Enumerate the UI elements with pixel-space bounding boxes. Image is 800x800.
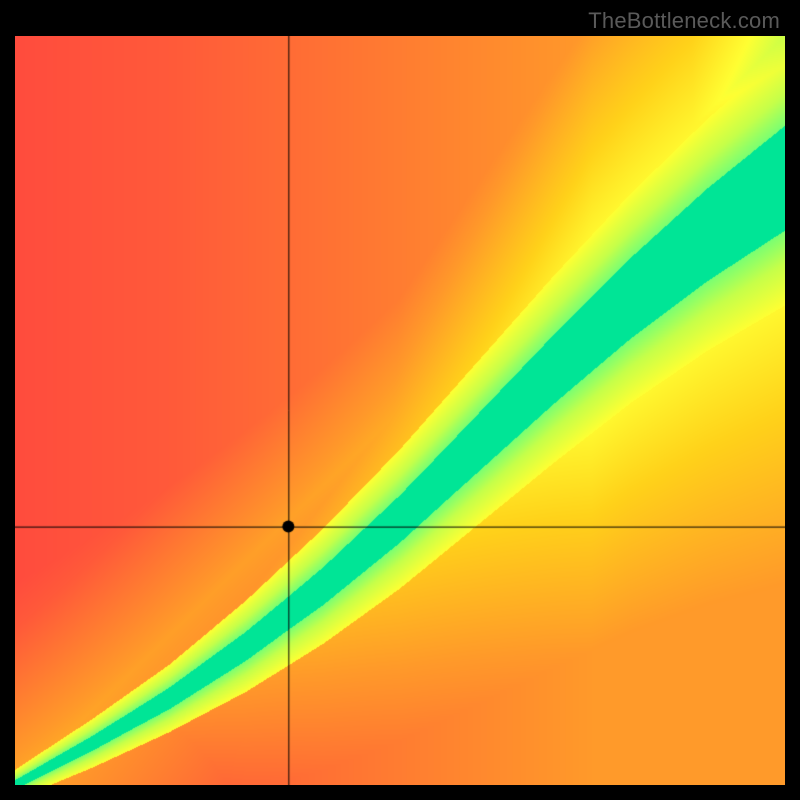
watermark-text: TheBottleneck.com <box>588 8 780 34</box>
heatmap-canvas <box>15 36 785 785</box>
chart-frame: TheBottleneck.com <box>0 0 800 800</box>
